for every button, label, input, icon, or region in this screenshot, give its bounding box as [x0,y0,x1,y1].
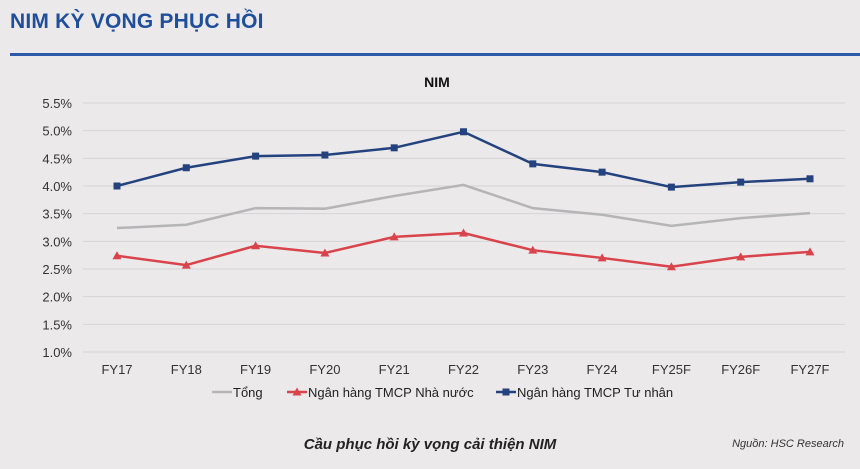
x-tick-label: FY19 [240,362,271,377]
source-note: Nguồn: HSC Research [732,438,844,450]
data-point-1-6 [528,245,538,254]
legend-label: Ngân hàng TMCP Tư nhân [517,385,673,400]
x-tick-label: FY17 [101,362,132,377]
y-tick-label: 3.0% [42,234,72,249]
y-tick-label: 4.0% [42,179,72,194]
series-line-0 [116,183,811,230]
y-tick-label: 2.0% [42,290,72,305]
chart-caption: Cầu phục hồi kỳ vọng cải thiện NIM [303,436,557,453]
y-tick-label: 2.5% [42,262,72,277]
x-tick-label: FY27F [790,362,829,377]
x-tick-label: FY23 [517,362,548,377]
data-point-2-7 [598,168,606,176]
data-point-2-5 [460,128,467,136]
title-divider [10,53,860,56]
legend-marker-2 [502,388,510,396]
series-line-2 [116,130,811,189]
data-point-2-3 [321,151,329,159]
series-line-1 [116,231,811,269]
y-tick-label: 4.5% [42,151,72,166]
legend-label: Ngân hàng TMCP Nhà nước [308,385,474,400]
data-point-1-8 [666,262,676,271]
x-tick-label: FY25F [652,362,691,377]
data-point-1-9 [736,252,746,261]
y-tick-label: 5.0% [42,124,72,139]
data-point-2-9 [737,178,745,186]
data-point-1-4 [389,232,399,241]
y-tick-label: 1.5% [42,317,72,332]
x-tick-label: FY20 [309,362,340,377]
x-tick-label: FY26F [721,362,760,377]
x-tick-label: FY22 [448,362,479,377]
x-tick-label: FY21 [379,362,410,377]
data-point-1-2 [251,241,261,250]
data-point-2-0 [113,182,121,190]
data-point-1-7 [597,253,607,262]
data-point-2-10 [806,175,814,183]
x-tick-label: FY18 [171,362,202,377]
data-point-2-8 [667,183,675,191]
data-point-1-0 [112,251,122,260]
data-point-2-6 [529,160,537,168]
x-tick-label: FY24 [587,362,618,377]
data-point-1-3 [320,248,330,257]
data-point-2-2 [252,152,260,160]
page-title: NIM KỲ VỌNG PHỤC HỒI [10,10,264,33]
legend-label: Tổng [233,385,263,400]
data-point-1-5 [459,228,468,237]
y-tick-label: 3.5% [42,207,72,222]
chart-title: NIM [424,74,450,90]
data-point-1-1 [181,260,191,269]
data-point-2-1 [182,164,190,172]
data-point-1-10 [805,247,815,256]
y-tick-label: 5.5% [42,96,72,111]
data-point-2-4 [390,144,398,152]
y-tick-label: 1.0% [42,345,72,360]
legend-marker-1 [292,387,302,396]
